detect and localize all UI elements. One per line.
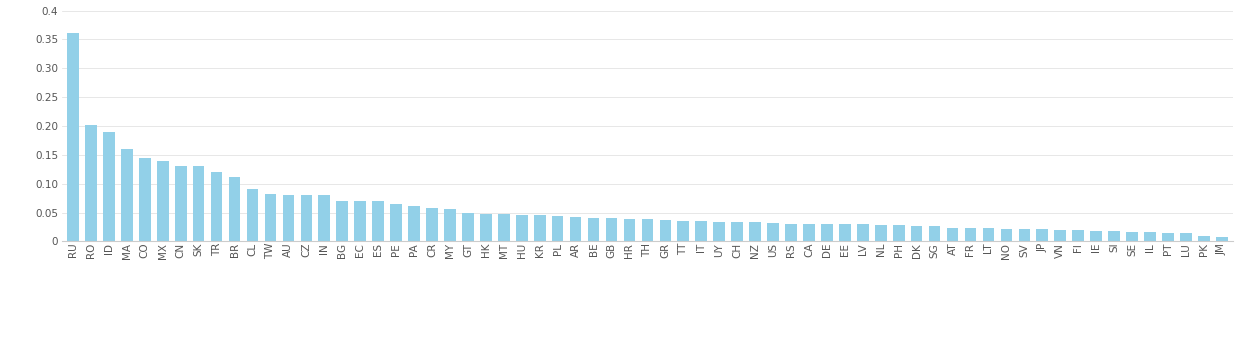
Bar [1072,230,1084,241]
Bar [372,201,383,241]
Bar [1127,231,1138,241]
Bar [229,177,240,241]
Bar [67,33,78,241]
Bar [210,171,223,241]
Bar [839,224,850,241]
Bar [731,222,743,241]
Bar [408,206,420,241]
Bar [355,201,366,241]
Bar [875,225,886,241]
Bar [498,214,509,241]
Bar [965,228,976,241]
Bar [570,217,581,241]
Bar [552,216,564,241]
Bar [283,195,294,241]
Bar [749,222,761,241]
Bar [300,195,312,241]
Bar [893,225,905,241]
Bar [319,195,330,241]
Bar [1001,229,1012,241]
Bar [336,201,349,241]
Bar [85,125,97,241]
Bar [265,194,276,241]
Bar [247,189,259,241]
Bar [481,214,492,241]
Bar [588,218,599,241]
Bar [444,209,456,241]
Bar [929,226,940,241]
Bar [803,224,814,241]
Bar [857,224,869,241]
Bar [641,219,654,241]
Bar [1036,229,1048,241]
Bar [605,218,618,241]
Bar [1216,237,1228,241]
Bar [193,166,204,241]
Bar [426,208,438,241]
Bar [946,228,959,241]
Bar [1055,230,1066,241]
Bar [534,215,545,241]
Bar [911,226,923,241]
Bar [677,220,690,241]
Bar [713,222,725,241]
Bar [982,228,995,241]
Bar [767,223,779,241]
Bar [1108,231,1120,241]
Bar [1180,233,1191,241]
Bar [462,213,474,241]
Bar [515,215,528,241]
Bar [157,161,168,241]
Bar [1162,233,1174,241]
Bar [121,149,133,241]
Bar [103,132,115,241]
Bar [820,224,833,241]
Bar [696,221,707,241]
Bar [390,204,402,241]
Bar [660,220,671,241]
Bar [786,224,797,241]
Bar [1144,232,1155,241]
Bar [624,219,635,241]
Bar [174,166,187,241]
Bar [1091,231,1102,241]
Bar [1198,236,1210,241]
Bar [1018,229,1030,241]
Bar [139,158,151,241]
